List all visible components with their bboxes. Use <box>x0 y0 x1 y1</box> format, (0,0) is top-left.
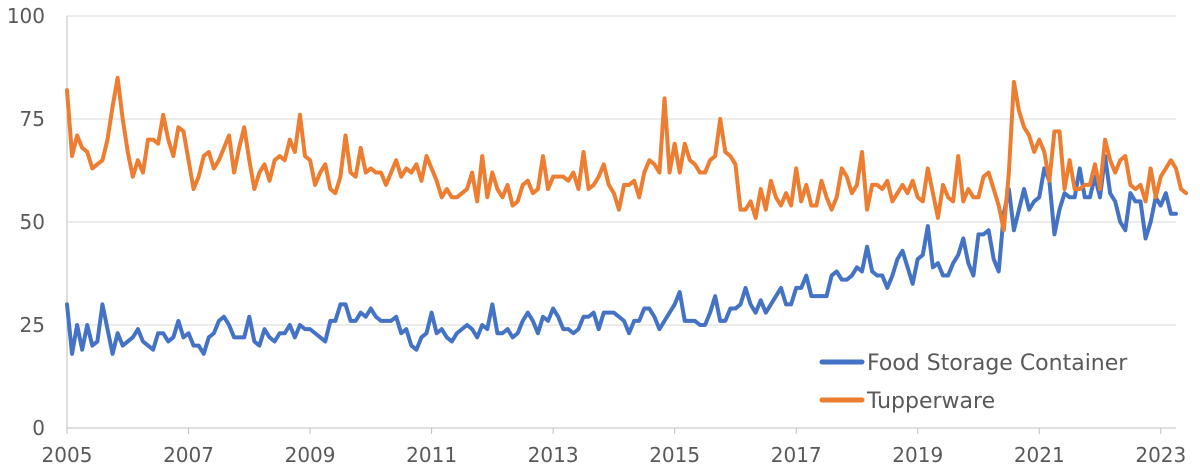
x-tick-label: 2021 <box>1014 443 1065 467</box>
legend: Food Storage Container Tupperware <box>819 351 1128 414</box>
x-tick-label: 2007 <box>163 443 214 467</box>
series-lines <box>65 75 1189 356</box>
x-tick-label: 2019 <box>892 443 943 467</box>
legend-label: Tupperware <box>866 389 995 414</box>
x-tick-label: 2017 <box>771 443 822 467</box>
series-line-tupperware <box>65 75 1189 233</box>
x-tick-label: 2011 <box>406 443 457 467</box>
y-tick-label: 0 <box>32 416 45 440</box>
x-tick-label: 2015 <box>649 443 700 467</box>
y-tick-label: 75 <box>20 107 45 131</box>
y-tick-label: 50 <box>20 210 45 234</box>
x-tick-label: 2023 <box>1135 443 1186 467</box>
y-tick-label: 25 <box>20 313 45 337</box>
legend-label: Food Storage Container <box>867 351 1128 376</box>
x-tick-label: 2005 <box>42 443 93 467</box>
x-tick-label: 2013 <box>528 443 579 467</box>
x-tick-label: 2009 <box>285 443 336 467</box>
y-tick-label: 100 <box>7 4 45 28</box>
axes: 0 25 50 75 100 2005 2007 2009 2011 2013 2015 2017 20… <box>7 4 1186 467</box>
series-line-food-storage-container <box>65 154 1178 356</box>
gridlines <box>67 15 1176 326</box>
